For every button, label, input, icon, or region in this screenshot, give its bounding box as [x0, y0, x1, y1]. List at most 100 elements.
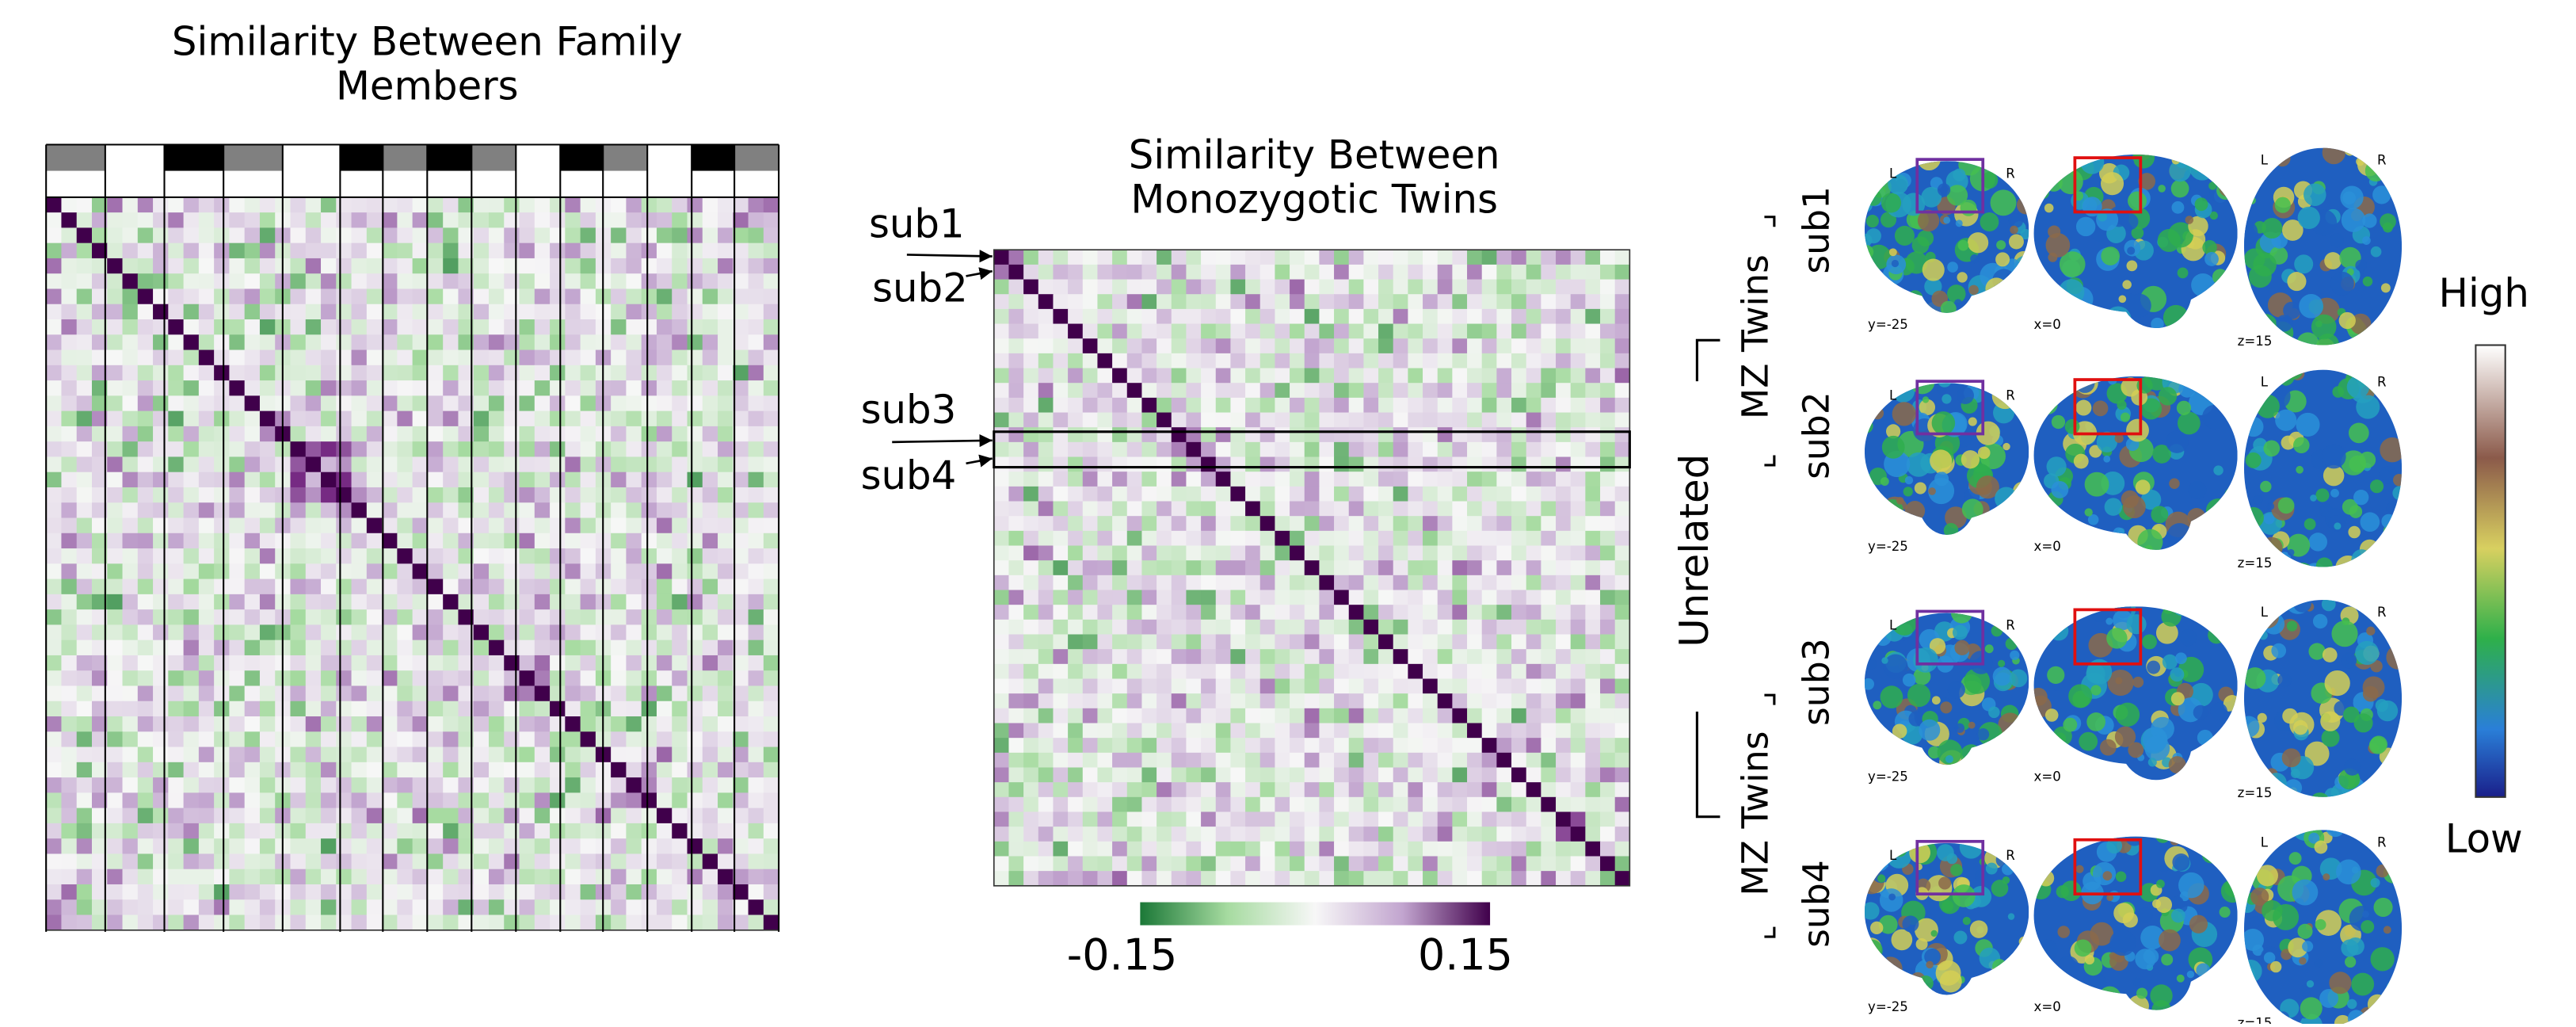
heatmap-cell [413, 487, 429, 503]
heatmap-cell [565, 838, 581, 854]
heatmap-cell [153, 456, 169, 472]
heatmap-cell [703, 884, 718, 900]
heatmap-cell [550, 670, 566, 686]
heatmap-cell [1334, 811, 1349, 827]
heatmap-cell [703, 411, 718, 427]
heatmap-cell [397, 426, 413, 442]
heatmap-cell [1334, 413, 1349, 428]
heatmap-cell [1305, 353, 1320, 368]
heatmap-cell [107, 426, 123, 442]
heatmap-cell [367, 212, 383, 228]
heatmap-cell [138, 899, 154, 915]
heatmap-cell [1408, 827, 1423, 842]
heatmap-cell [1571, 487, 1586, 502]
heatmap-cell [474, 701, 490, 717]
heatmap-cell [46, 426, 62, 442]
heatmap-cell [611, 747, 627, 763]
heatmap-cell [1319, 811, 1334, 827]
heatmap-cell [581, 273, 596, 289]
heatmap-cell [245, 441, 261, 457]
heatmap-cell [397, 838, 413, 854]
heatmap-cell [443, 380, 459, 396]
brain-texture [1917, 230, 1934, 246]
heatmap-cell [245, 243, 261, 259]
heatmap-cell [626, 808, 642, 824]
heatmap-cell [290, 334, 306, 350]
heatmap-cell [749, 350, 764, 366]
heatmap-cell [1083, 353, 1098, 368]
heatmap-cell [565, 823, 581, 839]
heatmap-cell [1083, 575, 1098, 590]
heatmap-cell [367, 915, 383, 931]
heatmap-cell [1585, 383, 1600, 398]
heatmap-cell [1511, 502, 1526, 517]
heatmap-cell [1305, 442, 1320, 457]
heatmap-cell [184, 487, 200, 503]
heatmap-cell [290, 899, 306, 915]
heatmap-cell [336, 518, 352, 534]
heatmap-cell [1408, 427, 1423, 442]
heatmap-cell [474, 548, 490, 564]
heatmap-cell [565, 685, 581, 701]
heatmap-cell [611, 319, 627, 335]
brain-texture [1895, 226, 1915, 246]
heatmap-cell [1571, 782, 1586, 797]
heatmap-cell [1585, 797, 1600, 812]
heatmap-cell [1290, 753, 1305, 768]
heatmap-cell [1334, 546, 1349, 561]
heatmap-cell [61, 334, 77, 350]
heatmap-cell [657, 563, 673, 579]
heatmap-cell [413, 701, 429, 717]
heatmap-cell [245, 197, 261, 213]
heatmap-cell [1245, 383, 1260, 398]
heatmap-cell [1408, 738, 1423, 753]
heatmap-cell [168, 487, 184, 503]
heatmap-cell [1083, 811, 1098, 827]
heatmap-cell [1571, 427, 1586, 442]
side-label: L [2261, 153, 2269, 168]
heatmap-cell [1157, 516, 1172, 531]
heatmap-cell [1053, 516, 1068, 531]
heatmap-cell [718, 395, 734, 411]
heatmap-cell [1319, 353, 1334, 368]
brain-texture [2263, 441, 2280, 457]
heatmap-cell [1511, 265, 1526, 280]
heatmap-cell [1053, 383, 1068, 398]
heatmap-cell [1438, 457, 1453, 472]
heatmap-cell [550, 304, 566, 320]
heatmap-cell [1260, 324, 1275, 339]
heatmap-cell [443, 853, 459, 869]
heatmap-cell [718, 655, 734, 671]
heatmap-cell [367, 655, 383, 671]
heatmap-cell [290, 456, 306, 472]
heatmap-cell [1053, 338, 1068, 353]
heatmap-cell [657, 487, 673, 503]
heatmap-cell [1393, 368, 1408, 384]
heatmap-cell [138, 365, 154, 381]
heatmap-cell [994, 560, 1009, 575]
heatmap-cell [1423, 353, 1438, 368]
heatmap-cell [1571, 811, 1586, 827]
brain-texture [2052, 415, 2065, 429]
heatmap-cell [1482, 294, 1497, 309]
heatmap-cell [1305, 280, 1320, 295]
heatmap-cell [581, 334, 596, 350]
heatmap-cell [1556, 516, 1571, 531]
heatmap-cell [1172, 516, 1187, 531]
heatmap-cell [214, 884, 230, 900]
heatmap-cell [1615, 649, 1630, 664]
heatmap-cell [1585, 664, 1600, 679]
heatmap-cell [581, 899, 596, 915]
heatmap-cell [1467, 811, 1482, 827]
brain-texture [1858, 747, 1881, 770]
heatmap-cell [687, 853, 703, 869]
heatmap-cell [153, 838, 169, 854]
heatmap-cell [1482, 487, 1497, 502]
heatmap-cell [168, 685, 184, 701]
heatmap-cell [1097, 309, 1112, 324]
heatmap-cell [1290, 383, 1305, 398]
heatmap-cell [1349, 398, 1364, 413]
heatmap-cell [61, 853, 77, 869]
heatmap-cell [1393, 309, 1408, 324]
heatmap-cell [1230, 753, 1245, 768]
